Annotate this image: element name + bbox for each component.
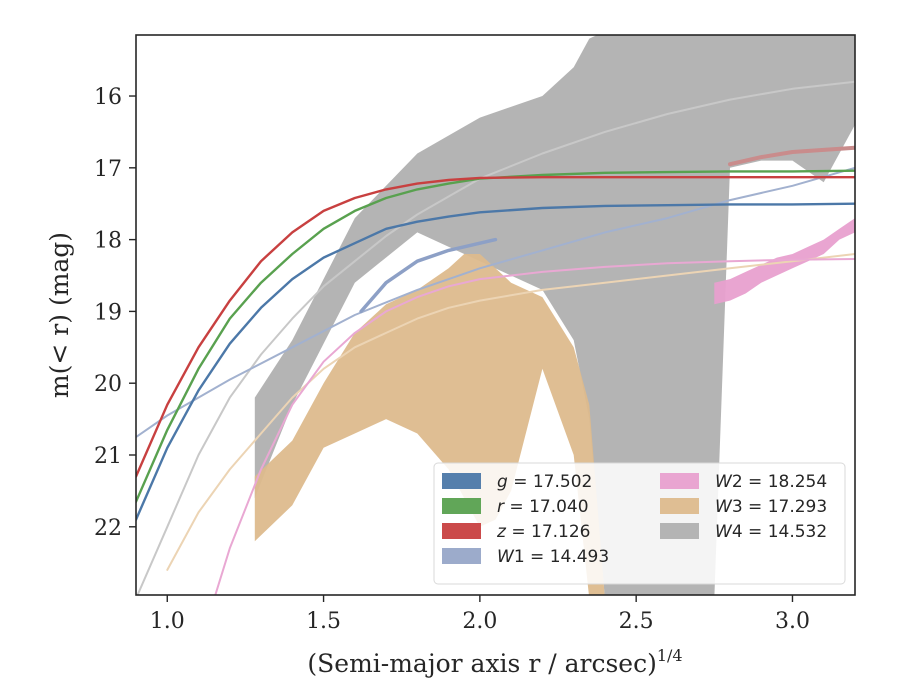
- legend-entry-label: W3 = 17.293: [715, 497, 827, 517]
- legend-value: 18.254: [768, 472, 827, 492]
- legend-swatch: [660, 523, 699, 539]
- x-tick-label: 3.0: [775, 609, 810, 634]
- y-tick-label: 22: [94, 516, 122, 541]
- legend-subscript: 2: [732, 472, 743, 492]
- legend-value: 17.126: [531, 522, 590, 542]
- series-line-z: [136, 175, 855, 478]
- plot-frame: [135, 34, 856, 596]
- y-tick-label: 17: [94, 157, 122, 182]
- y-tick-label: 19: [94, 300, 122, 325]
- legend-variable: z: [496, 522, 507, 542]
- series-line-g: [136, 202, 855, 521]
- legend-value: 17.293: [768, 497, 827, 517]
- legend-variable: W: [715, 472, 733, 492]
- legend-entry-label: W1 = 14.493: [497, 547, 609, 567]
- x-axis-label-superscript: 1/4: [657, 646, 683, 665]
- x-tick-label: 2.5: [619, 609, 654, 634]
- legend-value: 14.493: [550, 547, 609, 567]
- legend-equals: =: [508, 472, 533, 492]
- legend-equals: =: [504, 497, 529, 517]
- band-W3: [254, 254, 605, 595]
- legend-equals: =: [743, 472, 768, 492]
- x-tick-label: 2.0: [462, 609, 497, 634]
- series-line-W1-data: [359, 237, 498, 314]
- legend-subscript: 1: [514, 547, 525, 567]
- y-axis-label: m(< r) (mag): [45, 232, 74, 398]
- plot-area: [136, 35, 855, 595]
- legend-equals: =: [743, 497, 768, 517]
- series-line-r: [136, 169, 855, 503]
- legend-variable: W: [715, 497, 733, 517]
- legend-equals: =: [525, 547, 550, 567]
- series-line-W1: [136, 166, 855, 439]
- y-tick-label: 20: [94, 372, 122, 397]
- legend-value: 17.040: [529, 497, 588, 517]
- legend-entry-label: W4 = 14.532: [715, 522, 827, 542]
- legend-entry-label: g = 17.502: [497, 472, 592, 492]
- legend-subscript: 4: [732, 522, 743, 542]
- legend-entry-label: r = 17.040: [497, 497, 589, 517]
- legend-value: 17.502: [533, 472, 592, 492]
- legend-variable: r: [497, 497, 505, 517]
- series-line-z-tail: [728, 145, 855, 167]
- legend-subscript: 3: [732, 497, 743, 517]
- series-line-W3: [166, 253, 855, 571]
- legend-variable: W: [497, 547, 515, 567]
- legend-swatch: [442, 548, 481, 564]
- legend-value: 14.532: [768, 522, 827, 542]
- legend-box: [433, 462, 846, 585]
- legend-variable: W: [715, 522, 733, 542]
- legend-swatch: [442, 523, 481, 539]
- x-tick-label: 1.0: [150, 609, 185, 634]
- legend-swatch: [660, 498, 699, 514]
- legend-entry-label: z = 17.126: [496, 522, 590, 542]
- y-tick-label: 16: [94, 85, 122, 110]
- legend-variable: g: [497, 472, 508, 492]
- series-lines: [136, 80, 855, 595]
- legend-entry-label: W2 = 18.254: [715, 472, 827, 492]
- legend-swatch: [660, 473, 699, 489]
- series-line-W2: [214, 258, 855, 595]
- legend-equals: =: [506, 522, 531, 542]
- band-W4: [254, 35, 855, 595]
- x-axis-label: (Semi-major axis r / arcsec)1/4: [307, 646, 682, 678]
- y-tick-label: 21: [94, 444, 122, 469]
- x-axis-label-text: (Semi-major axis r / arcsec): [307, 649, 656, 678]
- legend-swatch: [442, 473, 481, 489]
- legend-swatch: [442, 498, 481, 514]
- y-axis-label-text: m(< r) (mag): [45, 232, 74, 398]
- y-tick-label: 18: [94, 229, 122, 254]
- x-tick-label: 1.5: [306, 609, 341, 634]
- legend-equals: =: [743, 522, 768, 542]
